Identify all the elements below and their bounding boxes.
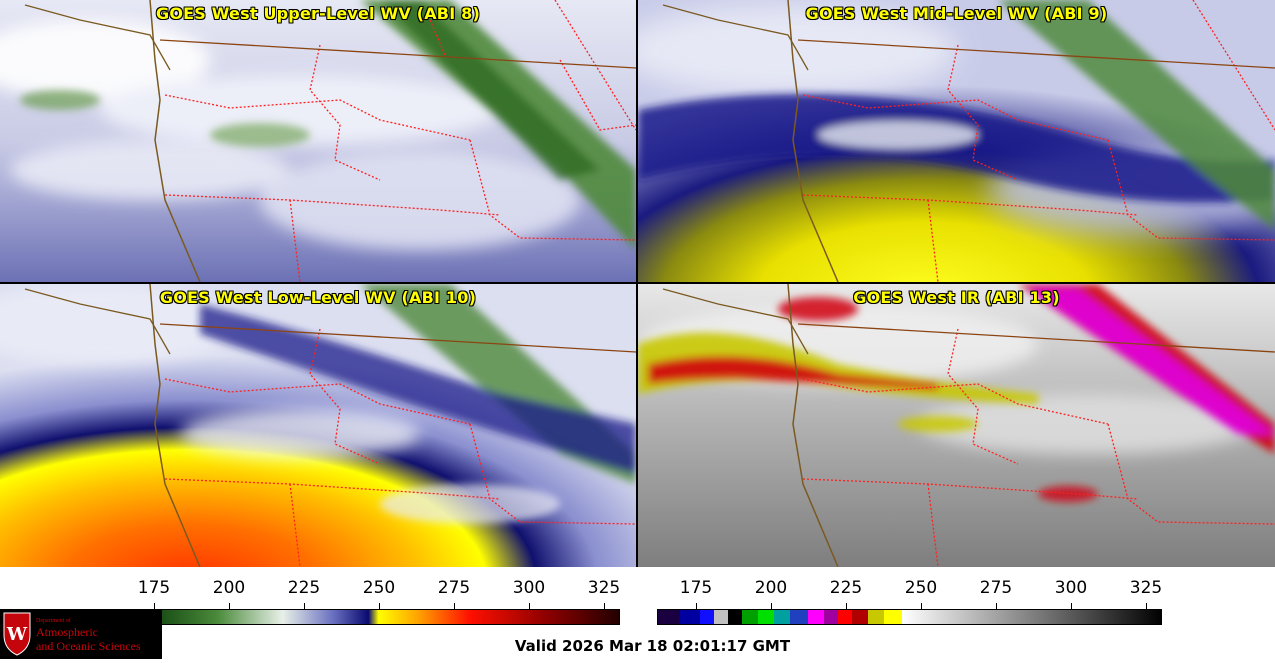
panel-low-level-wv: GOES West Low-Level WV (ABI 10) — [0, 284, 636, 567]
logo-line-atmospheric: Atmospheric — [36, 625, 98, 639]
ir-color-bar — [657, 609, 1162, 625]
wv-color-bar — [115, 609, 620, 625]
ir-tick-label: 325 — [1129, 578, 1163, 598]
valid-time-label: Valid 2026 Mar 18 02:01:17 GMT — [514, 637, 791, 655]
low-level-wv-image — [0, 284, 636, 567]
uw-crest-icon: W — [3, 612, 31, 656]
wv-tick-label: 275 — [437, 578, 471, 598]
uw-aos-logo: W Department of Atmospheric and Oceanic … — [0, 609, 162, 659]
logo-line-oceanic: and Oceanic Sciences — [36, 639, 141, 653]
wv-tick-label: 250 — [362, 578, 396, 598]
wv-tick-label: 325 — [587, 578, 621, 598]
mid-level-wv-image — [638, 0, 1275, 282]
ir-tick-label: 275 — [979, 578, 1013, 598]
panel-ir: GOES West IR (ABI 13) — [638, 284, 1275, 567]
ir-tick-label: 200 — [754, 578, 788, 598]
ir-tick-label: 175 — [679, 578, 713, 598]
ir-image — [638, 284, 1275, 567]
panel-upper-level-wv: GOES West Upper-Level WV (ABI 8) — [0, 0, 636, 282]
panel-title-ir: GOES West IR (ABI 13) — [853, 288, 1060, 307]
ir-tick-label: 250 — [904, 578, 938, 598]
ir-color-scale: 175 200 225 250 275 300 325 — [657, 578, 1162, 628]
panel-title-low: GOES West Low-Level WV (ABI 10) — [159, 288, 477, 307]
state-borders — [164, 0, 636, 282]
panel-divider-horizontal — [0, 282, 1275, 284]
wv-tick-label: 225 — [287, 578, 321, 598]
ir-tick-label: 225 — [829, 578, 863, 598]
wv-color-scale: 175 200 225 250 275 300 325 — [115, 578, 620, 628]
wv-tick-label: 200 — [212, 578, 246, 598]
svg-text:W: W — [6, 624, 28, 645]
logo-line-department: Department of — [36, 618, 71, 624]
panel-title-upper: GOES West Upper-Level WV (ABI 8) — [156, 4, 480, 23]
ir-tick-label: 300 — [1054, 578, 1088, 598]
panel-mid-level-wv: GOES West Mid-Level WV (ABI 9) — [638, 0, 1275, 282]
wv-tick-label: 175 — [137, 578, 171, 598]
panel-title-mid: GOES West Mid-Level WV (ABI 9) — [805, 4, 1108, 23]
upper-level-wv-image — [0, 0, 636, 282]
wv-tick-label: 300 — [512, 578, 546, 598]
